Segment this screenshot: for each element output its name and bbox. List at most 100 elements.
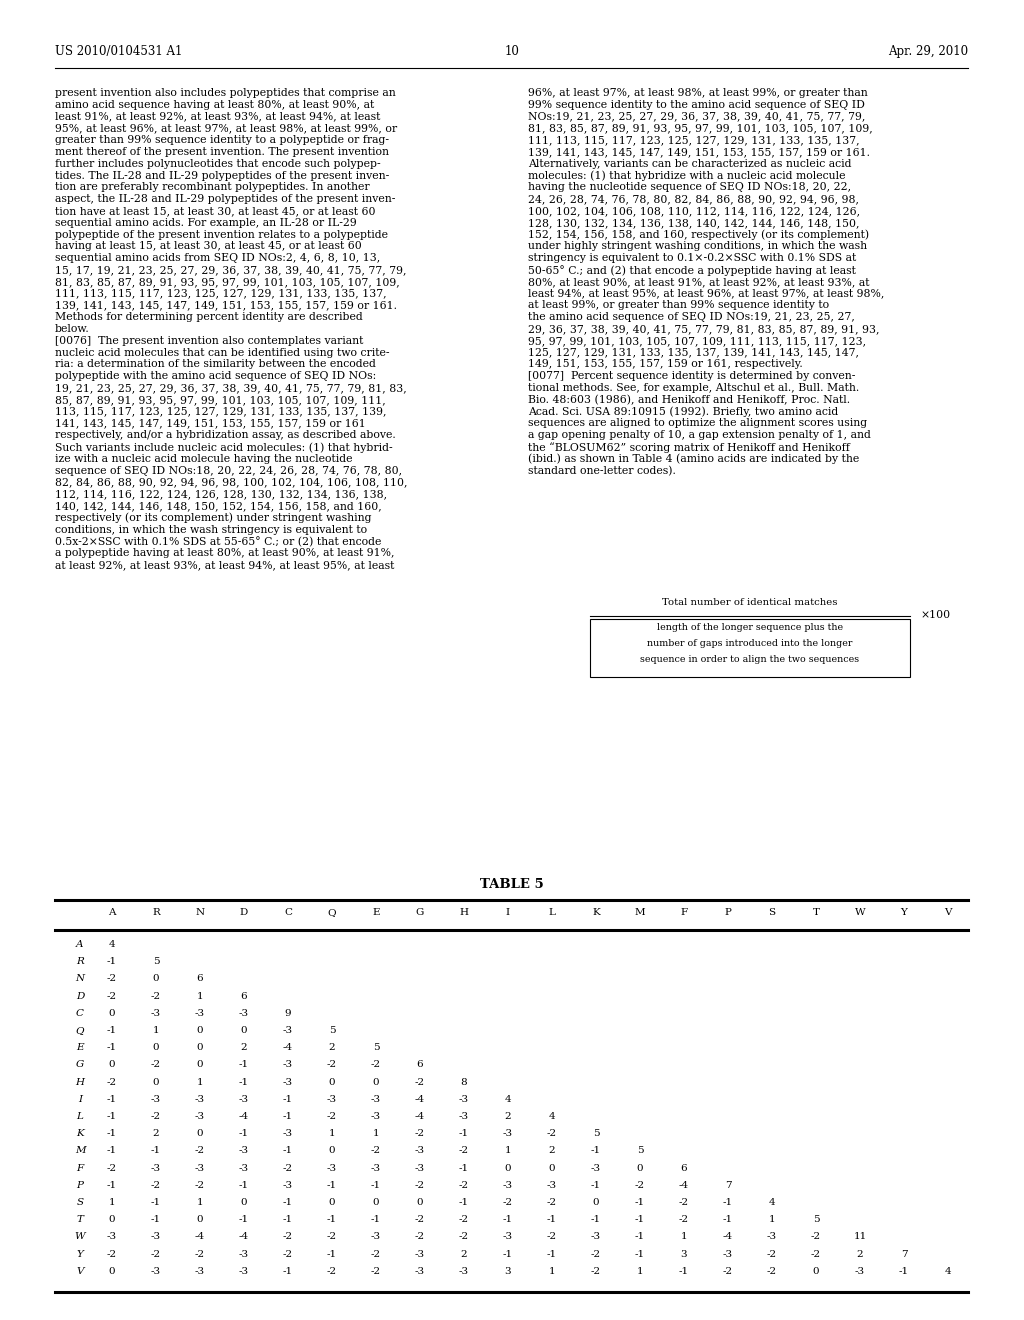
Text: -3: -3 — [283, 1077, 293, 1086]
Text: below.: below. — [55, 323, 90, 334]
Text: -1: -1 — [723, 1216, 733, 1224]
Text: 4: 4 — [769, 1199, 775, 1206]
Text: -4: -4 — [239, 1233, 249, 1241]
Text: 0: 0 — [197, 1216, 204, 1224]
Text: -3: -3 — [239, 1008, 249, 1018]
Text: 0.5x-2×SSC with 0.1% SDS at 55-65° C.; or (2) that encode: 0.5x-2×SSC with 0.1% SDS at 55-65° C.; o… — [55, 536, 381, 546]
Text: K: K — [76, 1129, 84, 1138]
Text: D: D — [240, 908, 248, 917]
Text: 141, 143, 145, 147, 149, 151, 153, 155, 157, 159 or 161: 141, 143, 145, 147, 149, 151, 153, 155, … — [55, 418, 366, 429]
Text: 0: 0 — [637, 1164, 643, 1172]
Text: -1: -1 — [239, 1060, 249, 1069]
Text: Y: Y — [900, 908, 907, 917]
Text: the “BLOSUM62” scoring matrix of Henikoff and Henikoff: the “BLOSUM62” scoring matrix of Henikof… — [528, 442, 850, 453]
Text: -1: -1 — [591, 1146, 601, 1155]
Text: 1: 1 — [373, 1129, 379, 1138]
Text: -1: -1 — [239, 1077, 249, 1086]
Text: -2: -2 — [591, 1250, 601, 1258]
Text: 1: 1 — [329, 1129, 335, 1138]
Text: 95, 97, 99, 101, 103, 105, 107, 109, 111, 113, 115, 117, 123,: 95, 97, 99, 101, 103, 105, 107, 109, 111… — [528, 335, 866, 346]
Text: 0: 0 — [109, 1060, 116, 1069]
Text: -1: -1 — [151, 1199, 161, 1206]
Text: respectively, and/or a hybridization assay, as described above.: respectively, and/or a hybridization ass… — [55, 430, 395, 440]
Text: -1: -1 — [899, 1267, 909, 1276]
Text: ment thereof of the present invention. The present invention: ment thereof of the present invention. T… — [55, 147, 389, 157]
Text: -1: -1 — [327, 1181, 337, 1189]
Text: 5: 5 — [593, 1129, 599, 1138]
Text: stringency is equivalent to 0.1×-0.2×SSC with 0.1% SDS at: stringency is equivalent to 0.1×-0.2×SSC… — [528, 253, 856, 263]
Text: -2: -2 — [371, 1250, 381, 1258]
Text: 2: 2 — [857, 1250, 863, 1258]
Text: -2: -2 — [547, 1233, 557, 1241]
Text: G: G — [416, 908, 424, 917]
Text: -1: -1 — [591, 1181, 601, 1189]
Text: Total number of identical matches: Total number of identical matches — [663, 598, 838, 607]
Text: Alternatively, variants can be characterized as nucleic acid: Alternatively, variants can be character… — [528, 158, 852, 169]
Text: V: V — [76, 1267, 84, 1276]
Text: 7: 7 — [901, 1250, 907, 1258]
Text: L: L — [549, 908, 555, 917]
Text: -3: -3 — [855, 1267, 865, 1276]
Text: -3: -3 — [327, 1164, 337, 1172]
Text: 112, 114, 116, 122, 124, 126, 128, 130, 132, 134, 136, 138,: 112, 114, 116, 122, 124, 126, 128, 130, … — [55, 490, 387, 499]
Text: Bio. 48:603 (1986), and Henikoff and Henikoff, Proc. Natl.: Bio. 48:603 (1986), and Henikoff and Hen… — [528, 395, 850, 405]
Text: -2: -2 — [327, 1233, 337, 1241]
Text: -3: -3 — [283, 1181, 293, 1189]
Text: -2: -2 — [371, 1060, 381, 1069]
Text: -3: -3 — [723, 1250, 733, 1258]
Text: TABLE 5: TABLE 5 — [480, 878, 544, 891]
Text: 5: 5 — [813, 1216, 819, 1224]
Text: -2: -2 — [415, 1181, 425, 1189]
Text: 1: 1 — [505, 1146, 511, 1155]
Text: -1: -1 — [459, 1164, 469, 1172]
Text: 0: 0 — [153, 1077, 160, 1086]
Text: 15, 17, 19, 21, 23, 25, 27, 29, 36, 37, 38, 39, 40, 41, 75, 77, 79,: 15, 17, 19, 21, 23, 25, 27, 29, 36, 37, … — [55, 265, 407, 275]
Text: [0077]  Percent sequence identity is determined by conven-: [0077] Percent sequence identity is dete… — [528, 371, 855, 381]
Bar — [590, 619, 910, 677]
Text: tional methods. See, for example, Altschul et al., Bull. Math.: tional methods. See, for example, Altsch… — [528, 383, 859, 393]
Text: -3: -3 — [371, 1164, 381, 1172]
Text: 5: 5 — [637, 1146, 643, 1155]
Text: N: N — [76, 974, 85, 983]
Text: 0: 0 — [109, 1216, 116, 1224]
Text: 4: 4 — [549, 1111, 555, 1121]
Text: -3: -3 — [327, 1094, 337, 1104]
Text: V: V — [944, 908, 951, 917]
Text: -4: -4 — [415, 1094, 425, 1104]
Text: -1: -1 — [635, 1250, 645, 1258]
Text: -3: -3 — [106, 1233, 117, 1241]
Text: (ibid.) as shown in Table 4 (amino acids are indicated by the: (ibid.) as shown in Table 4 (amino acids… — [528, 454, 859, 465]
Text: -3: -3 — [415, 1250, 425, 1258]
Text: -2: -2 — [106, 1077, 117, 1086]
Text: a polypeptide having at least 80%, at least 90%, at least 91%,: a polypeptide having at least 80%, at le… — [55, 548, 394, 558]
Text: -1: -1 — [283, 1216, 293, 1224]
Text: -1: -1 — [327, 1250, 337, 1258]
Text: -1: -1 — [635, 1216, 645, 1224]
Text: -3: -3 — [459, 1094, 469, 1104]
Text: R: R — [76, 957, 84, 966]
Text: N: N — [196, 908, 205, 917]
Text: -2: -2 — [195, 1146, 205, 1155]
Text: 0: 0 — [593, 1199, 599, 1206]
Text: polypeptide with the amino acid sequence of SEQ ID NOs:: polypeptide with the amino acid sequence… — [55, 371, 376, 381]
Text: least 94%, at least 95%, at least 96%, at least 97%, at least 98%,: least 94%, at least 95%, at least 96%, a… — [528, 289, 885, 298]
Text: 139, 141, 143, 145, 147, 149, 151, 153, 155, 157, 159 or 161.: 139, 141, 143, 145, 147, 149, 151, 153, … — [55, 301, 397, 310]
Text: 111, 113, 115, 117, 123, 125, 127, 129, 131, 133, 135, 137,: 111, 113, 115, 117, 123, 125, 127, 129, … — [55, 289, 387, 298]
Text: -3: -3 — [371, 1111, 381, 1121]
Text: tion are preferably recombinant polypeptides. In another: tion are preferably recombinant polypept… — [55, 182, 370, 193]
Text: C: C — [76, 1008, 84, 1018]
Text: -1: -1 — [635, 1233, 645, 1241]
Text: -3: -3 — [591, 1164, 601, 1172]
Text: 2: 2 — [329, 1043, 335, 1052]
Text: -3: -3 — [371, 1233, 381, 1241]
Text: -2: -2 — [547, 1199, 557, 1206]
Text: -1: -1 — [371, 1216, 381, 1224]
Text: a gap opening penalty of 10, a gap extension penalty of 1, and: a gap opening penalty of 10, a gap exten… — [528, 430, 870, 440]
Text: E: E — [76, 1043, 84, 1052]
Text: A: A — [109, 908, 116, 917]
Text: 82, 84, 86, 88, 90, 92, 94, 96, 98, 100, 102, 104, 106, 108, 110,: 82, 84, 86, 88, 90, 92, 94, 96, 98, 100,… — [55, 478, 408, 487]
Text: -3: -3 — [195, 1094, 205, 1104]
Text: M: M — [635, 908, 645, 917]
Text: M: M — [75, 1146, 85, 1155]
Text: molecules: (1) that hybridize with a nucleic acid molecule: molecules: (1) that hybridize with a nuc… — [528, 170, 846, 181]
